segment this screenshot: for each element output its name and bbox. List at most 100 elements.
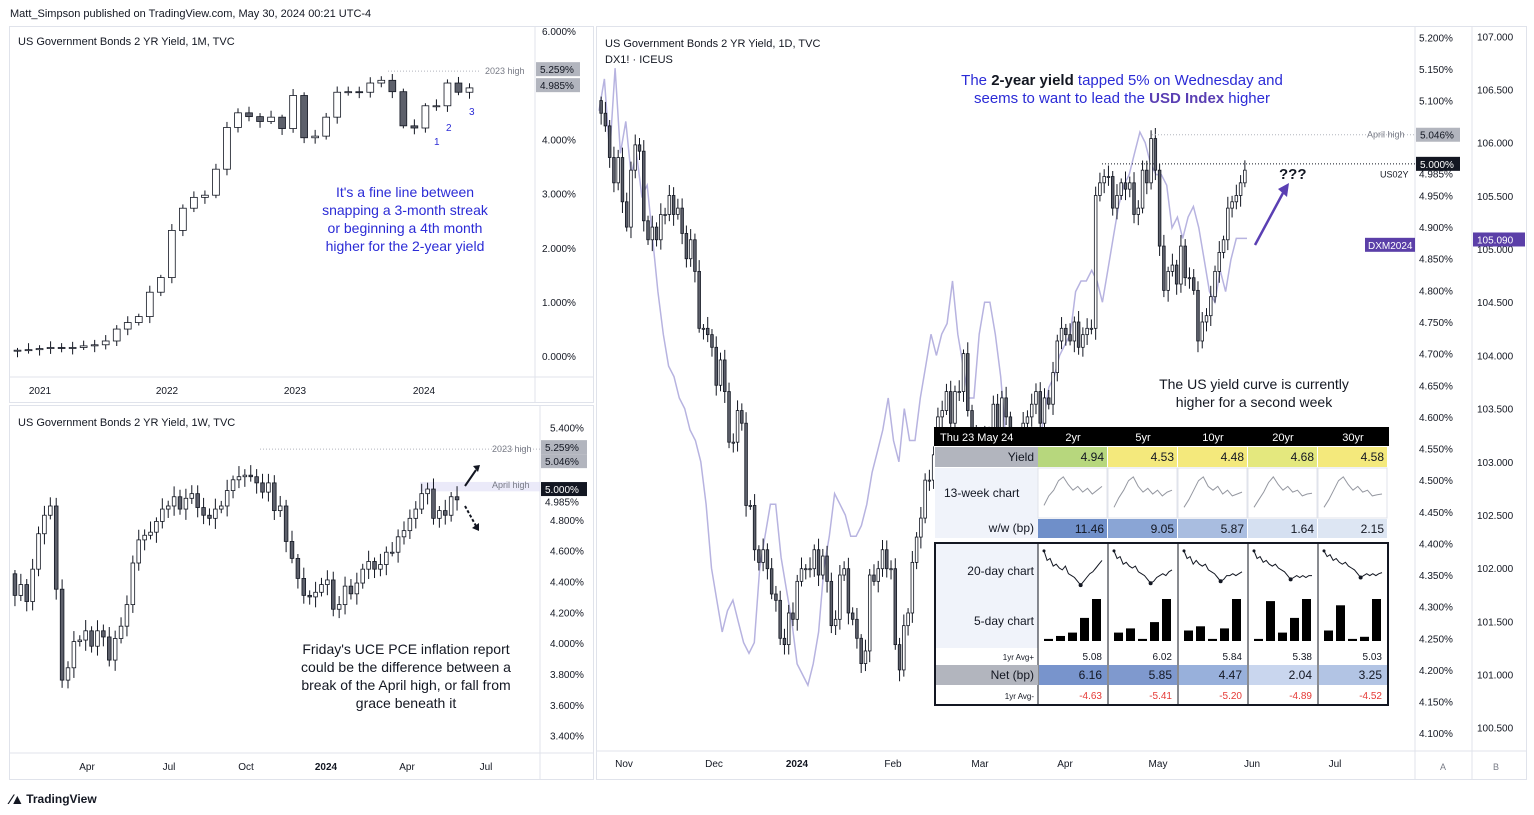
weekly-candle bbox=[425, 488, 430, 495]
daily-candle bbox=[966, 353, 970, 411]
weekly-candle bbox=[384, 551, 389, 565]
weekly-chart-panel[interactable]: US Government Bonds 2 YR Yield, 1W, TVC 5… bbox=[9, 405, 594, 780]
weekly-candle bbox=[378, 564, 383, 570]
weekly-april-high-zone bbox=[420, 481, 540, 492]
daily-candle bbox=[880, 549, 885, 570]
daily-candle bbox=[684, 233, 689, 260]
daily-chart[interactable]: US Government Bonds 2 YR Yield, 1D, TVC D… bbox=[597, 27, 1526, 779]
daily-candle bbox=[731, 441, 736, 444]
daily-y-tick-left: 4.900% bbox=[1419, 223, 1453, 234]
daily-candle bbox=[735, 410, 740, 443]
monthly-x-tick: 2023 bbox=[284, 386, 307, 397]
avg-plus-cell: 6.02 bbox=[1153, 652, 1173, 663]
monthly-candle bbox=[256, 116, 264, 122]
avg-minus-cell: -5.20 bbox=[1219, 691, 1242, 702]
daily-candle bbox=[629, 169, 633, 228]
daily-candle bbox=[927, 479, 932, 482]
weekly-candle bbox=[183, 497, 189, 510]
daily-candle bbox=[1029, 403, 1034, 418]
daily-candle bbox=[961, 353, 966, 392]
daily-candle bbox=[1064, 327, 1068, 336]
yield-table-header-bg bbox=[934, 427, 1389, 446]
weekly-chart[interactable]: US Government Bonds 2 YR Yield, 1W, TVC 5… bbox=[10, 406, 593, 779]
daily-candle bbox=[791, 612, 795, 620]
daily-candle bbox=[1072, 321, 1077, 342]
daily-symbol-label: US02Y bbox=[1380, 169, 1409, 179]
daily-candle bbox=[701, 327, 706, 330]
daily-candle bbox=[829, 580, 834, 627]
monthly-chart-panel[interactable]: US Government Bonds 2 YR Yield, 1M, TVC 6… bbox=[9, 26, 594, 403]
daily-annotation-line-2: seems to want to lead the USD Index high… bbox=[974, 90, 1270, 107]
weekly-candle bbox=[53, 505, 59, 590]
avg-minus-cell: -4.89 bbox=[1289, 691, 1312, 702]
monthly-candle bbox=[223, 127, 231, 170]
monthly-annotation-line: or beginning a 4th month bbox=[328, 220, 483, 236]
weekly-x-tick: Jul bbox=[163, 762, 176, 773]
five-day-bar bbox=[1092, 599, 1101, 641]
daily-candle bbox=[1076, 321, 1081, 348]
yield-cell: 4.94 bbox=[1081, 450, 1105, 464]
footer-brand-label: TradingView bbox=[26, 792, 97, 806]
daily-candle bbox=[1196, 289, 1200, 342]
ww-label: w/w (bp) bbox=[988, 521, 1034, 535]
lower-table-border bbox=[934, 542, 1389, 706]
weekly-candle bbox=[160, 508, 165, 522]
daily-candle bbox=[697, 270, 701, 329]
daily-candle bbox=[1238, 182, 1243, 196]
monthly-candle bbox=[168, 230, 176, 278]
daily-candle bbox=[1085, 327, 1089, 336]
weekly-candle bbox=[443, 510, 448, 516]
daily-y-tick-right: 100.500 bbox=[1477, 724, 1514, 735]
footer-brand[interactable]: ⁄▲ TradingView bbox=[10, 791, 97, 807]
yield-table-header: 10yr bbox=[1202, 432, 1224, 444]
weekly-candle bbox=[189, 493, 195, 499]
ww-cell: 5.87 bbox=[1221, 522, 1245, 536]
daily-x-tick: Feb bbox=[884, 759, 902, 770]
monthly-x-tick: 2022 bbox=[156, 386, 179, 397]
weekly-candle bbox=[201, 507, 206, 516]
daily-up-arrow-head-icon bbox=[1278, 183, 1289, 197]
monthly-candle bbox=[399, 91, 408, 127]
daily-candle bbox=[1221, 239, 1226, 253]
daily-y-tick-right: 103.000 bbox=[1477, 458, 1514, 469]
day-spark-line bbox=[1043, 550, 1103, 586]
monthly-candle bbox=[68, 347, 77, 349]
weekly-candle bbox=[407, 517, 413, 532]
ww-cell-bg bbox=[1318, 519, 1387, 538]
daily-candle bbox=[1051, 372, 1055, 405]
five-day-bar bbox=[1056, 635, 1065, 641]
daily-dxm-label-bg bbox=[1365, 237, 1415, 252]
daily-y-tick-left: 4.400% bbox=[1419, 539, 1453, 550]
daily-y-tick-right: 107.000 bbox=[1477, 32, 1514, 43]
monthly-chart[interactable]: US Government Bonds 2 YR Yield, 1M, TVC 6… bbox=[10, 27, 593, 402]
monthly-annotation-line: snapping a 3-month streak bbox=[322, 202, 489, 218]
daily-y-tick-left: 4.700% bbox=[1419, 350, 1453, 361]
daily-y-tick-right: 101.000 bbox=[1477, 671, 1514, 682]
daily-candle bbox=[620, 157, 625, 203]
daily-candle bbox=[944, 391, 949, 411]
weekly-annotation-line: grace beneath it bbox=[356, 695, 457, 711]
net-cell-bg bbox=[1249, 665, 1317, 685]
daily-candle bbox=[1157, 169, 1162, 247]
daily-y-tick-left: 4.100% bbox=[1419, 729, 1453, 740]
daily-candle bbox=[774, 593, 778, 601]
net-label-bg bbox=[936, 665, 1038, 685]
yield-cell: 4.53 bbox=[1151, 450, 1175, 464]
day-spark-start-marker bbox=[1322, 549, 1326, 553]
daily-candle bbox=[650, 226, 655, 241]
weekly-y-tick: 3.600% bbox=[550, 701, 584, 712]
daily-candle bbox=[872, 574, 876, 582]
monthly-candle bbox=[355, 91, 364, 94]
daily-candle bbox=[1068, 334, 1072, 342]
day-spark-marker bbox=[1148, 581, 1153, 586]
weekly-candle bbox=[42, 514, 47, 535]
ww-cell-bg bbox=[1178, 519, 1247, 538]
weekly-y-tick: 4.000% bbox=[550, 639, 584, 650]
weekly-candle bbox=[266, 482, 271, 493]
avg-plus-label: 1yr Avg+ bbox=[1003, 653, 1035, 662]
weekly-candle bbox=[213, 508, 218, 519]
daily-curve-note-line-1: The US yield curve is currently bbox=[1159, 376, 1349, 392]
daily-y-tick-left: 4.250% bbox=[1419, 634, 1453, 645]
daily-candle bbox=[995, 403, 1000, 430]
monthly-candle bbox=[101, 340, 110, 346]
